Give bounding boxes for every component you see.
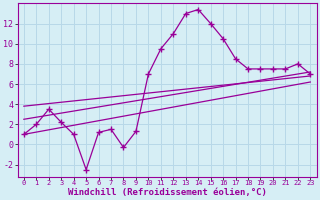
X-axis label: Windchill (Refroidissement éolien,°C): Windchill (Refroidissement éolien,°C) [68,188,267,197]
